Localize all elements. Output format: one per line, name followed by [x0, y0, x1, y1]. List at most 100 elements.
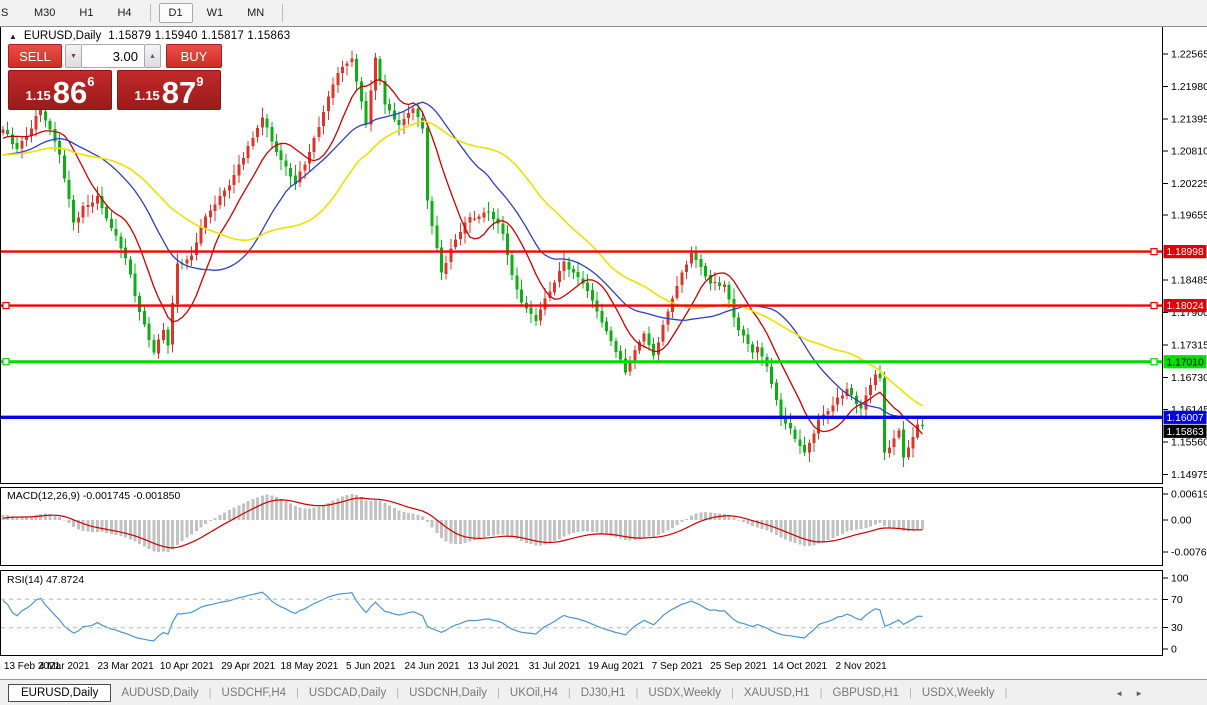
timeframe-button-w1[interactable]: W1: [206, 7, 224, 19]
timeframe-button-h4[interactable]: H4: [117, 7, 132, 19]
rsi-axis: 100 70 30 0: [1163, 573, 1189, 656]
svg-text:70: 70: [1171, 594, 1183, 606]
buy-button[interactable]: BUY: [166, 44, 222, 68]
volume-decrease-button[interactable]: ▼: [65, 44, 82, 68]
tab-separator: |: [567, 687, 571, 699]
price-level-line-1.18998[interactable]: [0, 248, 1163, 256]
chart-tab-usdx-weekly[interactable]: USDX,Weekly: [648, 687, 721, 699]
svg-text:1.20225: 1.20225: [1171, 178, 1207, 190]
macd-histogram: [1, 493, 924, 553]
timeframe-button-m30[interactable]: M30: [34, 7, 56, 19]
volume-input[interactable]: 3.00: [82, 44, 144, 68]
svg-text:1.18998: 1.18998: [1167, 247, 1204, 258]
rsi-level-lines: [1, 598, 1162, 629]
svg-text:1.15863: 1.15863: [1167, 427, 1204, 438]
moving-average-slow: [2, 120, 923, 407]
tab-separator: |: [396, 687, 400, 699]
chart-tab-audusd-daily[interactable]: AUDUSD,Daily: [121, 687, 199, 699]
svg-text:0.006193: 0.006193: [1171, 488, 1207, 500]
svg-text:30: 30: [1171, 622, 1183, 634]
chevron-up-icon: ▲: [149, 52, 156, 60]
current-price-axis-label: 1.15863: [1163, 424, 1207, 438]
price-level-axis-label-1.18024: 1.18024: [1163, 298, 1207, 313]
svg-text:1.21395: 1.21395: [1171, 113, 1207, 125]
tab-separator: |: [1004, 687, 1008, 699]
svg-text:2 Nov 2021: 2 Nov 2021: [836, 661, 888, 672]
tab-separator: |: [819, 687, 823, 699]
svg-text:1.18024: 1.18024: [1167, 301, 1204, 312]
chart-tab-dj30-h1[interactable]: DJ30,H1: [580, 687, 626, 699]
moving-average-medium: [2, 101, 923, 420]
sell-price-display[interactable]: 1.15 86 6: [8, 70, 112, 110]
svg-text:1.14975: 1.14975: [1171, 469, 1207, 481]
timeframe-button-h1[interactable]: H1: [79, 7, 94, 19]
chart-tab-eurusd-daily[interactable]: EURUSD,Daily: [8, 684, 112, 702]
svg-text:31 Jul 2021: 31 Jul 2021: [529, 661, 581, 672]
svg-text:14 Oct 2021: 14 Oct 2021: [773, 661, 828, 672]
panel-collapse-icon[interactable]: ▲: [9, 31, 17, 41]
tab-scroll-left-icon[interactable]: ◄: [1115, 688, 1124, 698]
svg-text:-0.007621: -0.007621: [1171, 547, 1207, 559]
sell-price-prefix: 1.15: [25, 88, 51, 103]
chart-tab-gbpusd-h1[interactable]: GBPUSD,H1: [832, 687, 899, 699]
svg-text:25 Sep 2021: 25 Sep 2021: [710, 661, 767, 672]
chart-tab-usdcad-daily[interactable]: USDCAD,Daily: [308, 687, 387, 699]
svg-text:1.16730: 1.16730: [1171, 372, 1207, 384]
candlesticks: [1, 50, 924, 467]
macd-signal-line: [2, 497, 923, 549]
svg-text:1.22565: 1.22565: [1171, 49, 1207, 61]
svg-text:1.21980: 1.21980: [1171, 81, 1207, 93]
chart-ohlc-values: 1.15879 1.15940 1.15817 1.15863: [108, 30, 291, 42]
chart-tab-ukoil-h4[interactable]: UKOil,H4: [509, 687, 558, 699]
chevron-down-icon: ▼: [70, 52, 77, 60]
chart-tab-usdchf-h4[interactable]: USDCHF,H4: [221, 687, 287, 699]
rsi-indicator-label: RSI(14) 47.8724: [7, 574, 85, 586]
buy-price-big: 87: [161, 74, 197, 110]
tab-scroll-right-icon[interactable]: ►: [1135, 688, 1143, 698]
buy-price-pip: 9: [196, 74, 204, 89]
timeframe-button-s[interactable]: S: [1, 7, 9, 19]
svg-text:1.20810: 1.20810: [1171, 146, 1207, 158]
toolbar-separator: [149, 4, 151, 22]
svg-text:1.19655: 1.19655: [1171, 210, 1207, 222]
price-level-axis-label-1.16007: 1.16007: [1163, 410, 1207, 424]
svg-text:13 Feb 2021: 13 Feb 2021: [4, 661, 61, 672]
tab-separator: |: [296, 687, 299, 699]
buy-price-display[interactable]: 1.15 87 9: [117, 70, 221, 110]
svg-text:19 Aug 2021: 19 Aug 2021: [588, 661, 645, 672]
svg-text:7 Sep 2021: 7 Sep 2021: [652, 661, 704, 672]
tab-separator: |: [908, 687, 912, 699]
one-click-trade-panel: SELL ▼ 3.00 ▲ BUY 1.15 86 6 1.15 87 9: [8, 44, 222, 110]
svg-text:10 Apr 2021: 10 Apr 2021: [160, 661, 214, 672]
tab-separator: |: [635, 687, 639, 699]
price-axis: 1.22565 1.21980 1.21395 1.20810 1.20225 1.196…: [1163, 49, 1207, 481]
svg-text:0.00: 0.00: [1171, 515, 1192, 527]
tab-separator: |: [497, 687, 500, 699]
svg-text:5 Jun 2021: 5 Jun 2021: [346, 661, 396, 672]
svg-text:13 Jul 2021: 13 Jul 2021: [468, 661, 520, 672]
chart-tab-usdx-weekly[interactable]: USDX,Weekly: [921, 687, 995, 699]
price-level-axis-label-1.18998: 1.18998: [1163, 245, 1207, 259]
timeframe-button-d1[interactable]: D1: [158, 3, 193, 23]
timeframe-toolbar: S M30 H1 H4 D1 W1 MN: [0, 0, 1207, 27]
volume-increase-button[interactable]: ▲: [144, 44, 161, 68]
sell-price-big: 86: [52, 74, 88, 110]
timeframe-button-mn[interactable]: MN: [247, 7, 265, 19]
price-level-axis-label-1.17010: 1.17010: [1163, 355, 1207, 369]
macd-axis: 0.006193 0.00 -0.007621: [1163, 488, 1207, 559]
sell-button[interactable]: SELL: [8, 44, 62, 68]
svg-text:100: 100: [1171, 573, 1189, 585]
svg-text:0: 0: [1171, 644, 1177, 656]
tab-separator: |: [208, 687, 212, 699]
chart-tab-usdcnh-daily[interactable]: USDCNH,Daily: [409, 687, 488, 699]
chart-tab-xauusd-h1[interactable]: XAUUSD,H1: [743, 687, 810, 699]
price-level-line-1.18024[interactable]: [0, 301, 1163, 310]
rsi-line: [2, 591, 923, 642]
svg-text:1.15560: 1.15560: [1171, 437, 1207, 449]
svg-text:24 Jun 2021: 24 Jun 2021: [405, 661, 460, 672]
svg-text:1.16007: 1.16007: [1167, 413, 1204, 424]
price-level-line-1.17010[interactable]: [0, 358, 1163, 366]
